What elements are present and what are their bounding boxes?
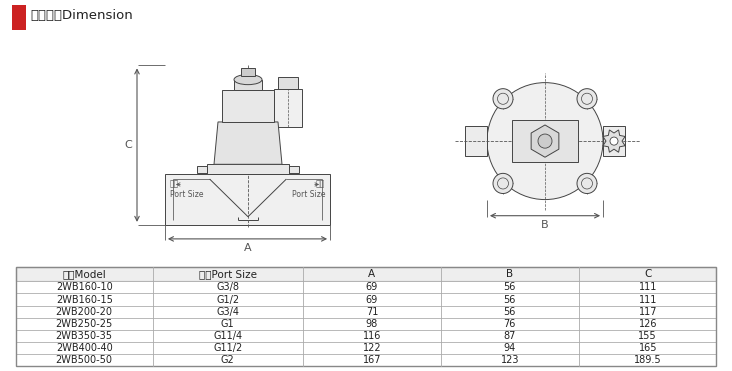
Text: G1: G1 <box>221 319 234 329</box>
Text: 71: 71 <box>366 306 378 316</box>
Bar <box>289 166 299 173</box>
Text: 167: 167 <box>362 355 381 365</box>
Bar <box>465 126 487 156</box>
Text: G3/4: G3/4 <box>216 306 239 316</box>
Text: 56: 56 <box>504 282 516 292</box>
Text: 126: 126 <box>638 319 657 329</box>
Polygon shape <box>531 125 559 157</box>
Polygon shape <box>214 122 282 164</box>
Bar <box>16 281 716 293</box>
Text: 型号Model: 型号Model <box>62 269 106 279</box>
Circle shape <box>487 83 603 200</box>
Bar <box>512 120 578 162</box>
Bar <box>603 126 625 156</box>
Text: 56: 56 <box>504 306 516 316</box>
Bar <box>274 89 302 127</box>
Text: 116: 116 <box>363 331 381 341</box>
Text: G3/8: G3/8 <box>216 282 239 292</box>
Text: 2WB500-50: 2WB500-50 <box>56 355 113 365</box>
Text: 117: 117 <box>638 306 657 316</box>
Bar <box>165 174 330 225</box>
Bar <box>278 76 298 89</box>
Bar <box>234 80 262 90</box>
Text: G1/2: G1/2 <box>216 295 239 305</box>
Bar <box>16 293 716 306</box>
Text: C: C <box>124 140 132 150</box>
Text: 2WB350-35: 2WB350-35 <box>56 331 113 341</box>
Text: 111: 111 <box>638 282 657 292</box>
Text: 111: 111 <box>638 295 657 305</box>
Text: 123: 123 <box>501 355 519 365</box>
Bar <box>16 267 716 281</box>
Circle shape <box>493 173 513 194</box>
Bar <box>207 164 289 174</box>
Text: B: B <box>507 269 513 279</box>
Text: 2WB160-15: 2WB160-15 <box>56 295 113 305</box>
Text: G11/2: G11/2 <box>213 343 242 353</box>
Text: 外型尺寸Dimension: 外型尺寸Dimension <box>31 9 133 22</box>
Text: 口径Port Size: 口径Port Size <box>199 269 257 279</box>
Text: A: A <box>368 269 376 279</box>
Text: 口径
Port Size: 口径 Port Size <box>291 180 325 199</box>
Text: 69: 69 <box>366 282 378 292</box>
Text: 2WB160-10: 2WB160-10 <box>56 282 113 292</box>
Text: 2WB250-25: 2WB250-25 <box>56 319 113 329</box>
Bar <box>16 354 716 366</box>
Text: G11/4: G11/4 <box>213 331 242 341</box>
Bar <box>16 330 716 342</box>
Text: G2: G2 <box>221 355 235 365</box>
Text: 76: 76 <box>504 319 516 329</box>
Text: 2WB400-40: 2WB400-40 <box>56 343 113 353</box>
Bar <box>16 342 716 354</box>
Text: 94: 94 <box>504 343 516 353</box>
Text: 189.5: 189.5 <box>634 355 662 365</box>
Text: 56: 56 <box>504 295 516 305</box>
Circle shape <box>577 89 597 109</box>
Ellipse shape <box>234 75 262 85</box>
Bar <box>241 68 255 76</box>
Circle shape <box>577 173 597 194</box>
Text: C: C <box>644 269 651 279</box>
Text: 2WB200-20: 2WB200-20 <box>56 306 113 316</box>
Text: 98: 98 <box>366 319 378 329</box>
Text: 69: 69 <box>366 295 378 305</box>
Text: 87: 87 <box>504 331 516 341</box>
Text: 165: 165 <box>638 343 657 353</box>
Bar <box>222 90 274 122</box>
Bar <box>12 5 26 30</box>
Circle shape <box>493 89 513 109</box>
Text: A: A <box>244 243 251 253</box>
Text: B: B <box>541 220 549 230</box>
Polygon shape <box>603 130 625 152</box>
Text: 122: 122 <box>362 343 381 353</box>
Circle shape <box>610 137 618 145</box>
Bar <box>197 166 207 173</box>
Circle shape <box>538 134 552 148</box>
Text: 口径
Port Size: 口径 Port Size <box>170 180 203 199</box>
Bar <box>16 306 716 318</box>
Bar <box>16 318 716 330</box>
Text: 155: 155 <box>638 331 657 341</box>
